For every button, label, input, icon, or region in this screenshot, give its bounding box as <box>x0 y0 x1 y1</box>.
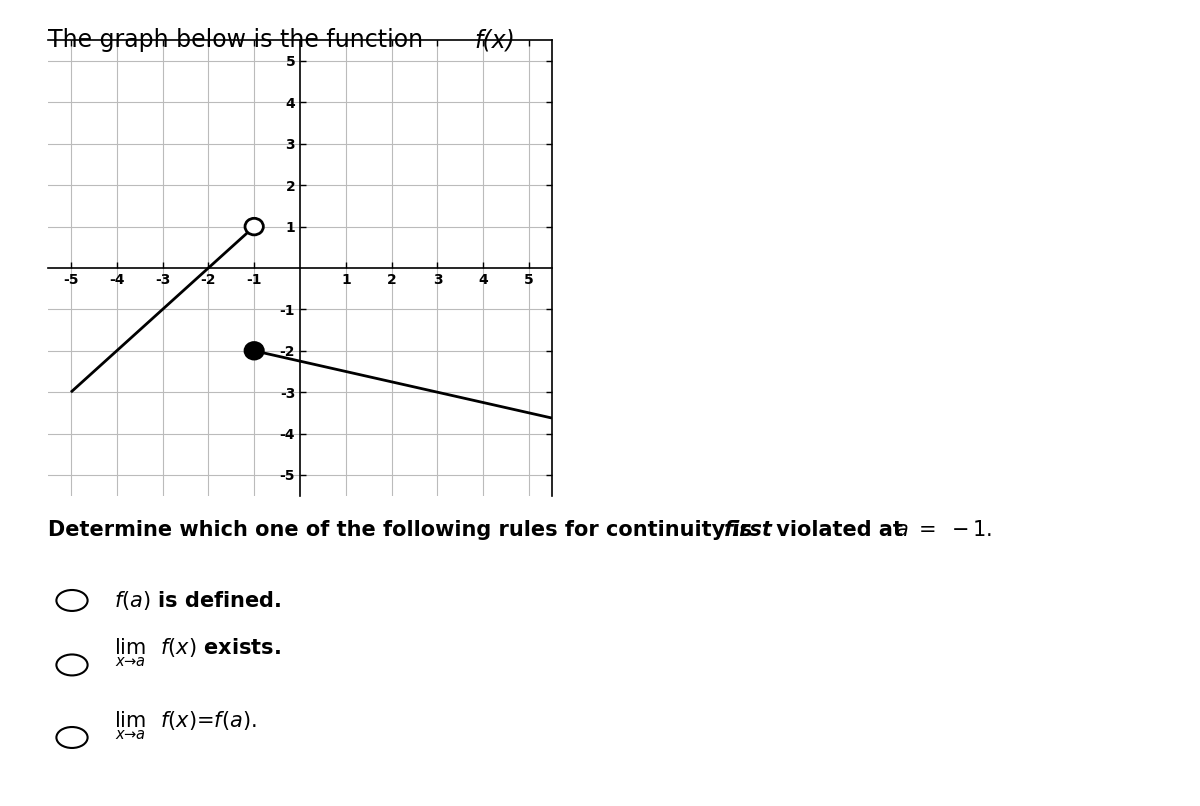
Text: $f(a)$ is defined.: $f(a)$ is defined. <box>114 589 282 612</box>
Text: f(x): f(x) <box>474 28 515 52</box>
Circle shape <box>245 343 263 359</box>
Text: $a\ =\ -1.$: $a\ =\ -1.$ <box>895 520 992 540</box>
Text: Determine which one of the following rules for continuity is: Determine which one of the following rul… <box>48 520 760 540</box>
Circle shape <box>245 218 263 235</box>
Text: first: first <box>724 520 773 540</box>
Text: violated at: violated at <box>769 520 911 540</box>
Text: The graph below is the function: The graph below is the function <box>48 28 431 52</box>
Text: $\lim_{x \to a}$  $f(x)$ exists.: $\lim_{x \to a}$ $f(x)$ exists. <box>114 637 281 669</box>
Text: $\lim_{x \to a}$  $f(x) = f(a).$: $\lim_{x \to a}$ $f(x) = f(a).$ <box>114 709 257 742</box>
